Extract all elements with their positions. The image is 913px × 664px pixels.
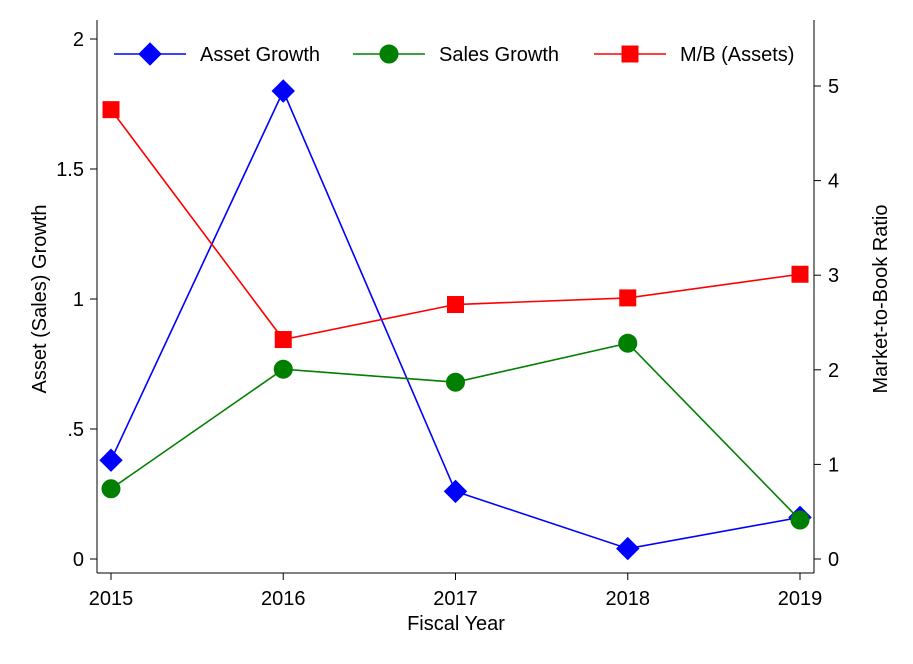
x-tick-label: 2017 (433, 588, 478, 610)
legend: Asset Growth Sales Growth M/B (Assets) (114, 42, 794, 66)
data-point (790, 510, 810, 530)
x-tick-label: 2015 (89, 588, 134, 610)
left-tick-label: 2 (73, 29, 84, 51)
y-axis-title-left: Asset (Sales) Growth (29, 205, 51, 394)
data-point (274, 331, 292, 349)
data-point (99, 448, 123, 472)
legend-item: Asset Growth (114, 42, 320, 66)
legend-marker (621, 45, 639, 63)
right-axis-ticks: 0 1 2 3 4 5 (814, 76, 839, 571)
series-square (102, 101, 809, 349)
legend-item: M/B (Assets) (594, 44, 794, 66)
series-diamond (99, 79, 812, 561)
x-tick-label: 2016 (261, 588, 306, 610)
data-point (443, 479, 468, 504)
x-axis-ticks: 2015 2016 2017 2018 2019 (89, 573, 823, 610)
x-tick-label: 2018 (606, 588, 651, 610)
series-circle (101, 333, 810, 530)
series-layer (99, 79, 812, 561)
data-point (273, 359, 293, 379)
left-tick-label: 0 (73, 549, 84, 571)
right-tick-label: 0 (828, 549, 839, 571)
data-point (271, 79, 295, 103)
left-tick-label: .5 (67, 419, 84, 441)
legend-label: M/B (Assets) (680, 44, 794, 66)
right-tick-label: 5 (828, 76, 839, 98)
left-axis-ticks: 0 .5 1 1.5 2 (56, 29, 97, 571)
x-axis-title: Fiscal Year (407, 613, 505, 635)
left-tick-label: 1 (73, 289, 84, 311)
legend-marker (379, 44, 399, 64)
legend-label: Sales Growth (439, 44, 559, 66)
right-tick-label: 4 (828, 171, 839, 193)
legend-marker (138, 42, 162, 66)
left-tick-label: 1.5 (56, 159, 84, 181)
right-tick-label: 1 (828, 454, 839, 476)
x-tick-label: 2019 (778, 588, 823, 610)
data-point (791, 265, 809, 283)
data-point (102, 101, 120, 119)
data-point (101, 479, 121, 499)
y-axis-title-right: Market-to-Book Ratio (870, 205, 892, 394)
right-tick-label: 3 (828, 265, 839, 287)
legend-label: Asset Growth (200, 44, 320, 66)
data-point (618, 333, 638, 353)
legend-item: Sales Growth (353, 44, 559, 66)
right-tick-label: 2 (828, 360, 839, 382)
data-point (446, 372, 465, 392)
data-point (447, 296, 464, 314)
data-point (619, 289, 637, 307)
data-point (616, 536, 640, 561)
